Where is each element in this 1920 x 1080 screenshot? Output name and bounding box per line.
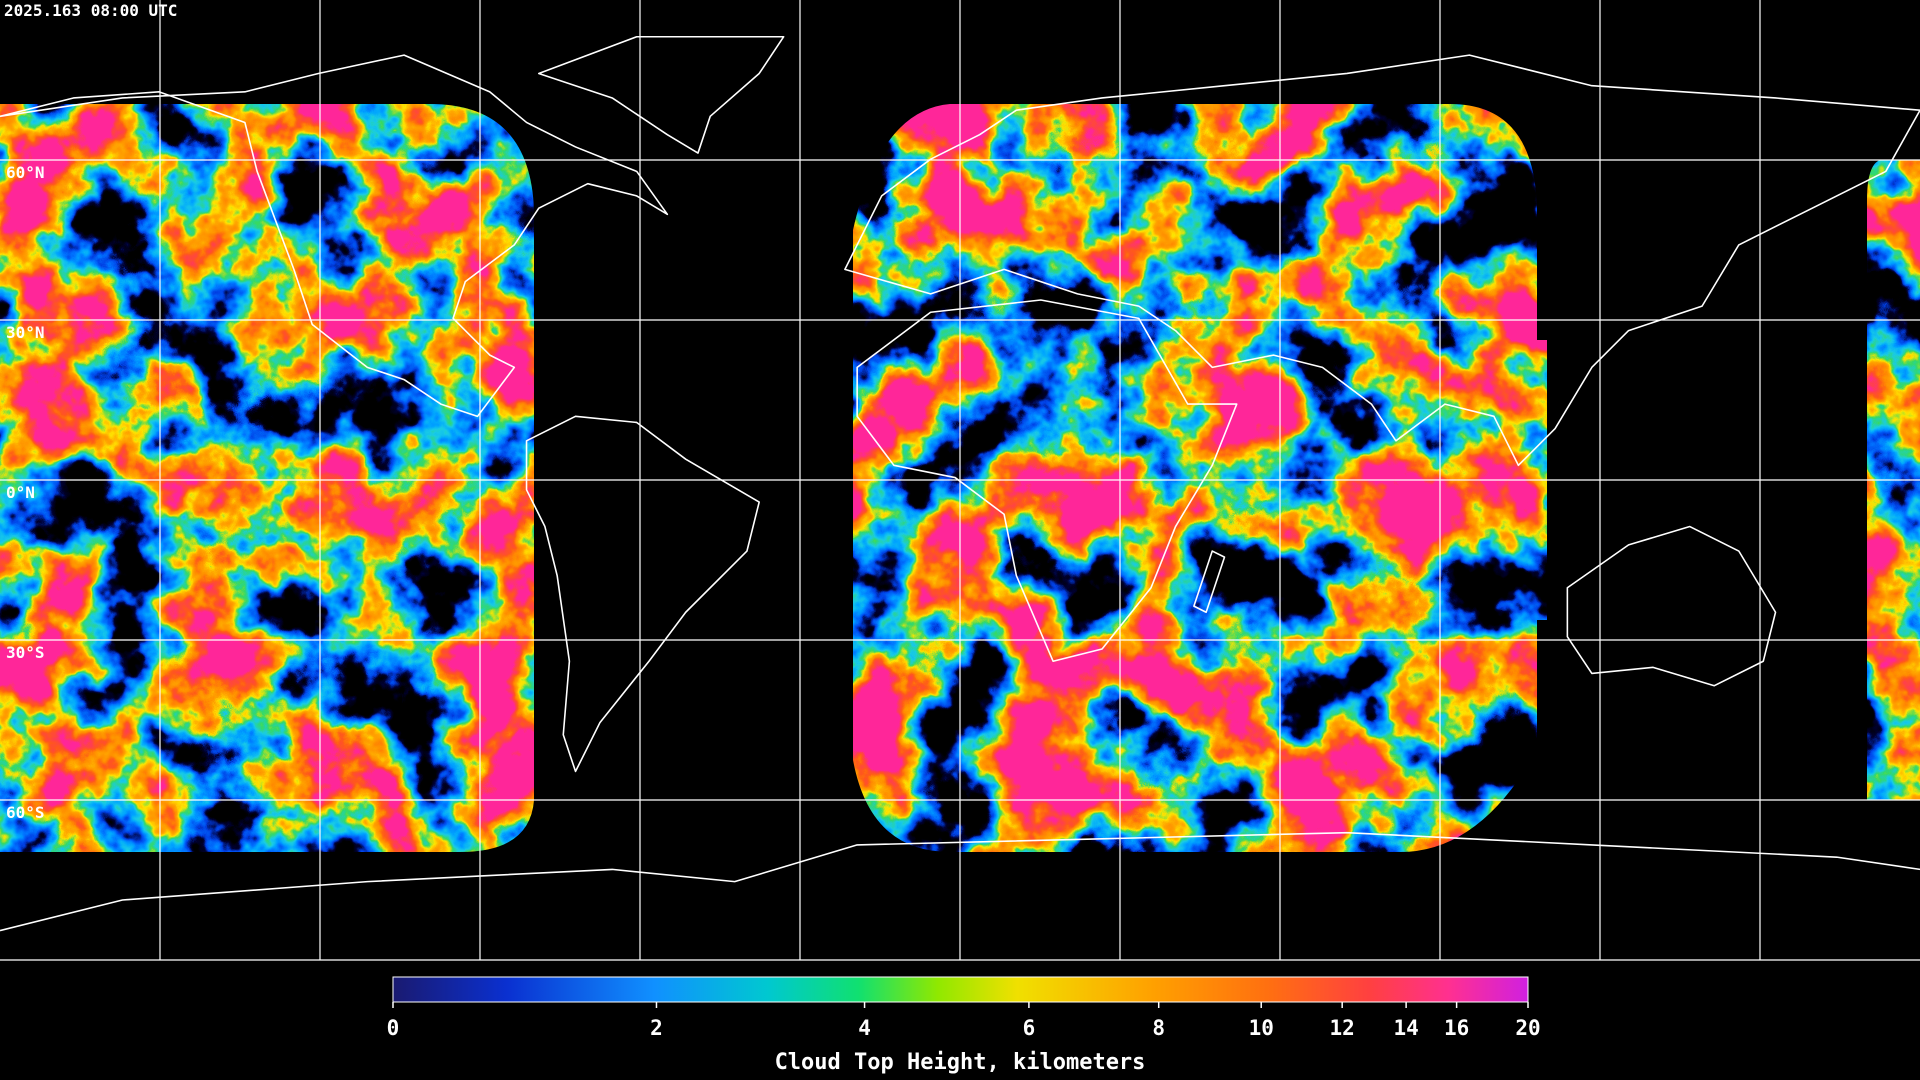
north-america [0, 54, 669, 418]
australia [1566, 525, 1777, 687]
colorbar-tick-label: 14 [1393, 1016, 1418, 1040]
satellite-disk-east [853, 104, 1547, 852]
colorbar-tick-label: 2 [650, 1016, 663, 1040]
colorbar-tick-label: 6 [1023, 1016, 1036, 1040]
colorbar-tick-label: 4 [858, 1016, 871, 1040]
timestamp: 2025.163 08:00 UTC [4, 1, 177, 20]
colorbar-tick-label: 16 [1444, 1016, 1469, 1040]
greenland [537, 35, 785, 154]
colorbar-tick-label: 10 [1249, 1016, 1274, 1040]
south-america [525, 415, 760, 773]
coastlines [0, 35, 1920, 932]
latitude-label: 0°N [6, 483, 35, 502]
colorbar-frame [392, 976, 1529, 1003]
colorbar [393, 977, 1528, 1002]
graticule [0, 0, 1920, 961]
latitude-label: 60°S [6, 803, 45, 822]
colorbar-tick-label: 20 [1515, 1016, 1540, 1040]
latitude-label: 30°N [6, 323, 45, 342]
colorbar-tick-label: 0 [387, 1016, 400, 1040]
colorbar-label: Cloud Top Height, kilometers [775, 1050, 1146, 1075]
madagascar [1193, 550, 1226, 614]
latitude-label: 30°S [6, 643, 45, 662]
africa [856, 299, 1238, 663]
colorbar-tick-label: 12 [1330, 1016, 1355, 1040]
antarctica [0, 831, 1920, 932]
satellite-disk-west [0, 104, 534, 852]
cloud-imagery [0, 104, 1920, 852]
eurasia [844, 54, 1920, 467]
colorbar-tick-label: 8 [1152, 1016, 1165, 1040]
latitude-label: 60°N [6, 163, 45, 182]
